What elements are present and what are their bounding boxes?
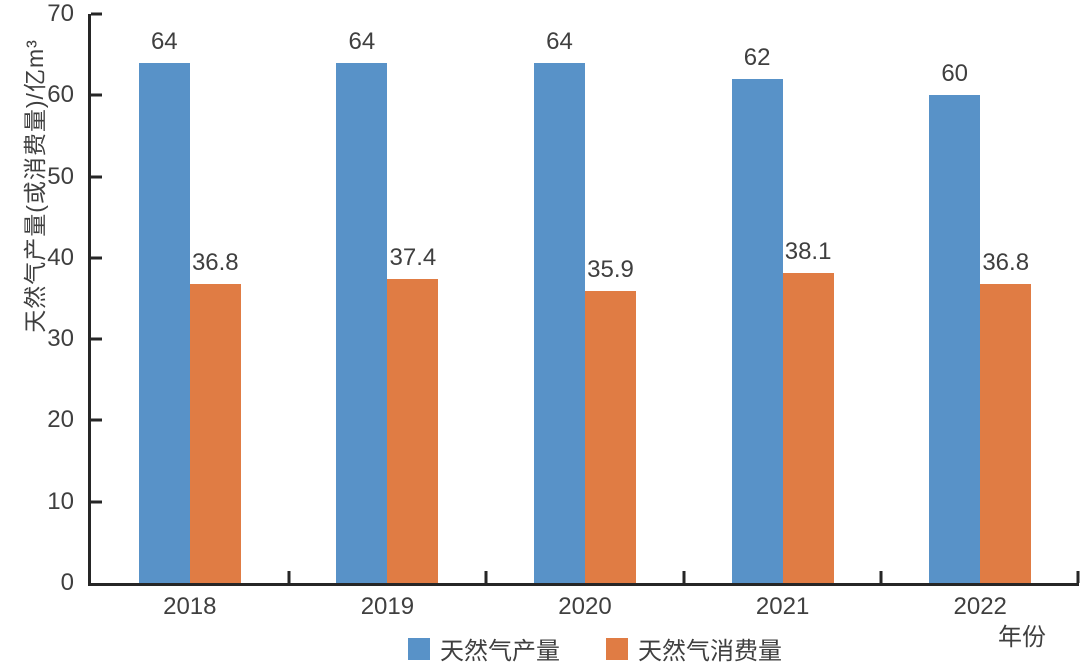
bar-value-production: 60 bbox=[941, 60, 969, 87]
legend-item: 天然气产量 bbox=[408, 631, 560, 666]
bar-production bbox=[929, 95, 981, 583]
legend-swatch bbox=[408, 637, 430, 660]
y-tick-label: 60 bbox=[47, 81, 74, 109]
bar-value-consumption: 35.9 bbox=[587, 256, 634, 283]
x-tick-mark bbox=[879, 571, 883, 583]
x-tick-mark bbox=[682, 571, 686, 583]
y-tick-label: 30 bbox=[47, 325, 74, 353]
y-tick-label: 70 bbox=[47, 0, 74, 27]
legend: 天然气产量 天然气消费量 bbox=[408, 631, 782, 666]
bar-consumption bbox=[189, 284, 241, 583]
x-tick-label: 2020 bbox=[558, 593, 612, 620]
plot-area: 0 10 20 30 40 50 60 70 64 36.8 2018 64 37.4 2019 64 35.… bbox=[47, 2, 1079, 619]
x-axis-title: 年份 bbox=[998, 624, 1046, 651]
bar-production bbox=[534, 63, 585, 583]
legend-label: 天然气产量 bbox=[440, 638, 560, 665]
bar-consumption bbox=[585, 291, 636, 583]
x-tick-label: 2022 bbox=[953, 593, 1007, 620]
x-tick-mark bbox=[1076, 571, 1079, 583]
bar-value-production: 64 bbox=[348, 28, 376, 55]
y-tick-label: 20 bbox=[47, 406, 74, 434]
legend-swatch bbox=[606, 637, 628, 660]
bar-production bbox=[138, 63, 190, 583]
bar-consumption bbox=[782, 273, 834, 583]
y-tick-mark bbox=[91, 418, 102, 422]
bar-value-production: 64 bbox=[546, 28, 573, 55]
bar-consumption bbox=[980, 284, 1032, 583]
y-tick-mark bbox=[91, 337, 102, 341]
bar-value-consumption: 36.8 bbox=[982, 249, 1030, 276]
bar-value-consumption: 38.1 bbox=[784, 238, 832, 265]
bar-value-production: 64 bbox=[150, 28, 178, 55]
bar-value-production: 62 bbox=[743, 44, 771, 71]
y-tick-label: 10 bbox=[47, 487, 74, 515]
y-tick-mark bbox=[91, 93, 102, 97]
y-tick-mark bbox=[91, 256, 102, 260]
x-tick-label: 2021 bbox=[755, 593, 810, 620]
x-tick-label: 2019 bbox=[360, 593, 415, 620]
x-tick-mark bbox=[287, 571, 291, 583]
y-tick-mark bbox=[91, 175, 102, 179]
y-tick-mark bbox=[91, 12, 102, 16]
legend-label: 天然气消费量 bbox=[638, 638, 782, 665]
legend-item: 天然气消费量 bbox=[606, 631, 782, 666]
x-tick-mark bbox=[484, 571, 488, 583]
y-axis-title: 天然气产量(或消费量)/亿m³ bbox=[22, 39, 48, 333]
y-tick-label: 0 bbox=[60, 569, 74, 596]
x-tick-label: 2018 bbox=[163, 593, 217, 620]
bar-consumption bbox=[387, 279, 439, 583]
bar-value-consumption: 37.4 bbox=[389, 244, 437, 271]
y-tick-mark bbox=[91, 500, 102, 504]
y-tick-label: 50 bbox=[47, 162, 74, 190]
y-tick-label: 40 bbox=[47, 243, 74, 271]
bar-value-consumption: 36.8 bbox=[191, 249, 239, 276]
bar-production bbox=[336, 63, 388, 583]
bar-production bbox=[731, 79, 783, 583]
